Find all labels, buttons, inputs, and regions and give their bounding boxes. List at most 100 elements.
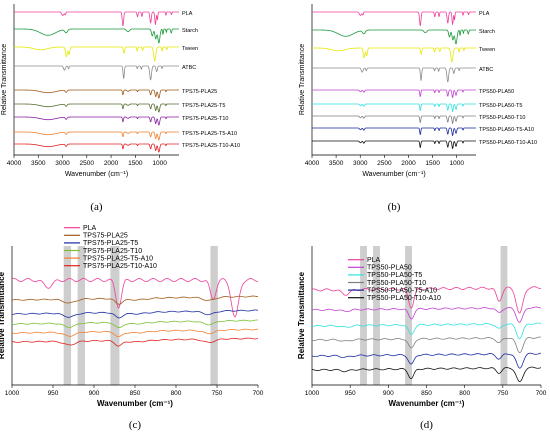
x-tick-label: 2000 (401, 160, 416, 167)
x-tick-label: 2500 (80, 160, 95, 167)
series-line-tps75-pla25-t5 (11, 309, 259, 319)
legend-label-tps75-pla25: TPS75-PLA25 (83, 233, 128, 240)
series-line-atbc (13, 65, 180, 81)
series-line-tps75-pla25-t10-a10 (11, 337, 259, 347)
x-tick-label: 3000 (353, 160, 368, 167)
series-label-tps50-pla50: TPS50-PLA50 (479, 89, 514, 95)
series-line-tps75-pla25-t10-a10 (13, 143, 180, 153)
legend-label-tps75-pla25-t10-a10: TPS75-PLA25-T10-A10 (83, 263, 157, 270)
series-label-atbc: ATBC (182, 65, 196, 71)
highlight-band (77, 246, 85, 385)
x-tick-label: 900 (89, 390, 100, 397)
series-line-tps75-pla25-t5-a10 (11, 328, 259, 338)
series-label-pla: PLA (479, 11, 490, 17)
x-tick-label: 1500 (425, 160, 440, 167)
highlight-band (360, 246, 367, 385)
x-tick-label: 800 (171, 390, 182, 397)
legend-label-tps75-pla25-t10: TPS75-PLA25-T10 (83, 248, 142, 255)
x-tick-label: 1500 (128, 160, 143, 167)
panel-c-chart: 1000 950 900 850 800 750 700 Wavenumber (cm⁻¹) R… (0, 225, 264, 431)
series-label-tween: Tween (479, 47, 495, 53)
series-line-tps50-pla50-t10-a10 (311, 366, 542, 383)
x-axis-title: Wavenumber (cm⁻¹) (65, 171, 128, 178)
series-line-tps50-pla50-t5 (311, 322, 542, 340)
series-line-tps50-pla50-t10-a10 (311, 140, 477, 150)
panel-d-chart: 1000 950 900 850 800 750 700 Wavenumber (cm⁻¹) R… (297, 246, 547, 431)
series-line-tps50-pla50-t10 (311, 115, 477, 125)
legend: PLATPS50-PLA50TPS50-PLA50-T5TPS50-PLA50-… (348, 257, 441, 302)
series-label-tps75-pla25: TPS75-PLA25 (182, 89, 217, 95)
x-tick-label: 700 (253, 390, 264, 397)
legend-label-tps50-pla50-t5-a10: TPS50-PLA50-T5-A10 (367, 287, 437, 294)
highlight-band (63, 246, 72, 385)
panel-b-chart: 4000 3500 3000 2500 2000 1500 1000 Wavenumber (… (299, 4, 537, 213)
panel-letter: (d) (420, 419, 433, 431)
legend-label-tps50-pla50-t10-a10: TPS50-PLA50-T10-A10 (367, 295, 441, 302)
x-tick-label: 750 (497, 390, 508, 397)
series-line-tps50-pla50-t5-a10 (311, 352, 542, 369)
legend-label-tps50-pla50-t10: TPS50-PLA50-T10 (367, 280, 426, 287)
x-tick-label: 4000 (7, 160, 22, 167)
series-label-atbc: ATBC (479, 67, 493, 73)
x-tick-label: 700 (536, 390, 547, 397)
x-tick-label: 2500 (377, 160, 392, 167)
series-line-tps75-pla25 (13, 89, 180, 99)
series-line-tps50-pla50 (311, 89, 477, 99)
x-tick-label: 3500 (329, 160, 344, 167)
legend-label-tps50-pla50-t5: TPS50-PLA50-T5 (367, 272, 422, 279)
series-label-tps75-pla25-t10: TPS75-PLA25-T10 (182, 116, 228, 122)
series-label-tps75-pla25-t5-a10: TPS75-PLA25-T5-A10 (182, 131, 237, 137)
x-tick-label: 950 (345, 390, 356, 397)
x-tick-label: 900 (383, 390, 394, 397)
highlight-band (373, 246, 380, 385)
legend-label-pla: PLA (367, 257, 381, 264)
y-axis-title: Relative Transmittance (1, 44, 8, 115)
legend-label-pla: PLA (83, 225, 97, 232)
x-axis-title: Wavenumber (cm⁻¹) (362, 171, 425, 178)
series-label-tps50-pla50-t10-a10: TPS50-PLA50-T10-A10 (479, 140, 537, 146)
highlight-band (210, 246, 218, 385)
series-line-tps75-pla25 (11, 295, 259, 305)
x-axis-title: Wavenumber (cm⁻¹) (389, 399, 465, 408)
series-label-tps75-pla25-t10-a10: TPS75-PLA25-T10-A10 (182, 143, 240, 149)
series-line-tps75-pla25-t10 (11, 319, 259, 328)
x-tick-label: 2000 (104, 160, 119, 167)
x-tick-label: 850 (130, 390, 141, 397)
highlight-band (500, 246, 508, 385)
series-line-tps75-pla25-t10 (13, 116, 180, 126)
x-tick-label: 1000 (5, 390, 20, 397)
series-label-tps50-pla50-t5: TPS50-PLA50-T5 (479, 103, 522, 109)
legend-label-tps75-pla25-t5: TPS75-PLA25-T5 (83, 240, 138, 247)
x-tick-label: 950 (48, 390, 59, 397)
series-line-tps75-pla25-t5-a10 (13, 131, 180, 141)
x-tick-label: 4000 (305, 160, 320, 167)
series-line-tween (13, 46, 180, 62)
series-line-tps75-pla25-t5 (13, 103, 180, 113)
series-label-tps75-pla25-t5: TPS75-PLA25-T5 (182, 103, 225, 109)
x-tick-label: 850 (421, 390, 432, 397)
series-line-tps50-pla50-t5-a10 (311, 127, 477, 137)
y-axis-title: Relative Transmittance (299, 44, 306, 115)
x-tick-label: 1000 (305, 390, 320, 397)
series-line-atbc (311, 67, 477, 83)
series-line-tween (311, 47, 477, 63)
series-label-starch: Starch (479, 29, 495, 35)
series-label-tps50-pla50-t5-a10: TPS50-PLA50-T5-A10 (479, 127, 534, 133)
series-line-pla (11, 278, 259, 318)
series-label-tps50-pla50-t10: TPS50-PLA50-T10 (479, 115, 525, 121)
x-tick-label: 1000 (449, 160, 464, 167)
panel-a-chart: 4000 3500 3000 2500 2000 1500 1000 Wavenumber (… (1, 4, 240, 213)
y-axis-title: Relative Transmittance (297, 271, 306, 359)
panel-letter: (c) (129, 419, 142, 431)
series-line-tps50-pla50 (311, 306, 542, 323)
series-line-pla (311, 286, 542, 314)
y-axis-title: Relative Transmittance (0, 271, 6, 359)
x-tick-label: 3500 (31, 160, 46, 167)
series-line-starch (13, 28, 180, 44)
x-tick-label: 750 (212, 390, 223, 397)
series-line-pla (311, 11, 477, 27)
axes (311, 4, 476, 156)
series-label-starch: Starch (182, 28, 198, 34)
x-tick-label: 3000 (55, 160, 70, 167)
